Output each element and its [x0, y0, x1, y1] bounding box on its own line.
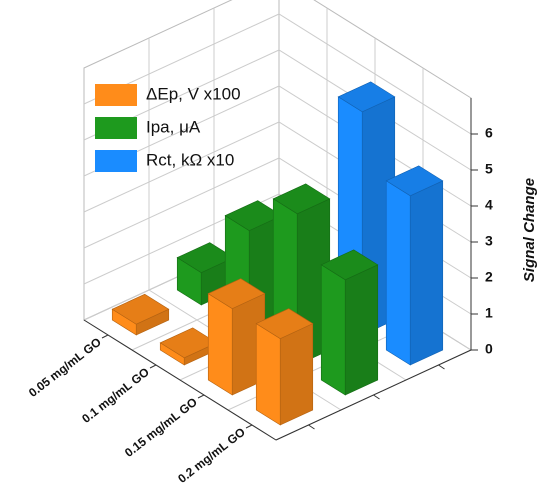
z-tick — [438, 364, 445, 370]
bar-top — [207, 278, 266, 309]
bar-front — [385, 180, 411, 366]
bar — [111, 293, 170, 336]
x-tick-label: 0.15 mg/mL GO — [122, 395, 200, 460]
y-tick-label: 5 — [485, 161, 493, 177]
y-tick-label: 0 — [485, 341, 493, 357]
bar-side — [409, 180, 444, 366]
bar — [255, 308, 314, 426]
grid-line — [83, 13, 472, 135]
x-axis — [83, 319, 277, 441]
grid-line — [83, 49, 472, 171]
legend-label: ΔEp, V x100 — [146, 84, 241, 103]
z-tick — [373, 394, 380, 400]
bar-top — [272, 183, 331, 215]
legend-swatch — [95, 117, 137, 139]
x-tick-label: 0.2 mg/mL GO — [175, 425, 248, 486]
x-tick — [197, 394, 205, 399]
bar-side — [279, 323, 314, 426]
x-tick — [245, 424, 253, 429]
bar — [385, 165, 444, 366]
bar-front — [207, 293, 233, 396]
bar-top — [255, 308, 314, 339]
bar-top — [320, 249, 379, 281]
grid-line — [83, 85, 472, 207]
bar-front — [320, 264, 346, 396]
y-tick-label: 4 — [485, 197, 493, 213]
x-tick — [101, 334, 109, 339]
legend-swatch — [95, 84, 137, 106]
bar-top — [111, 293, 170, 325]
y-axis-label: Signal Change — [521, 178, 538, 282]
legend-swatch — [95, 150, 137, 172]
legend-label: Rct, kΩ x10 — [146, 150, 234, 169]
y-tick-label: 6 — [485, 125, 493, 141]
y-tick-label: 1 — [485, 305, 493, 321]
y-tick-label: 2 — [485, 269, 493, 285]
bar-side — [344, 264, 379, 396]
bar-top — [385, 165, 444, 197]
bar-top — [337, 81, 396, 113]
bar-front — [255, 323, 281, 426]
y-tick-label: 3 — [485, 233, 493, 249]
x-tick-label: 0.05 mg/mL GO — [26, 335, 104, 400]
bar — [320, 249, 379, 396]
x-tick — [149, 364, 157, 369]
z-tick — [308, 424, 315, 430]
x-tick-label: 0.1 mg/mL GO — [79, 365, 152, 426]
legend-label: Ipa, μA — [146, 117, 201, 136]
